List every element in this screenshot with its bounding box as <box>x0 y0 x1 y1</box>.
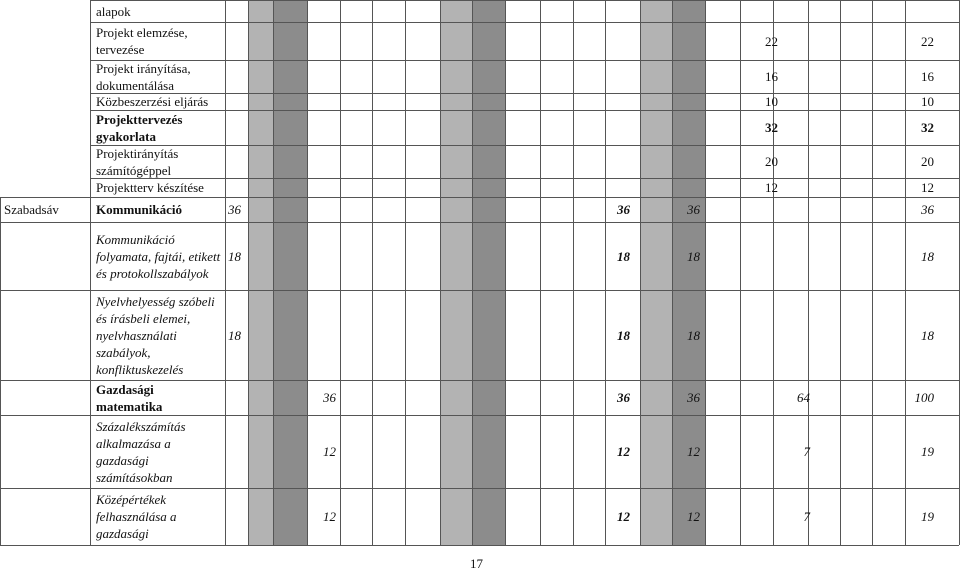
row-label: Nyelvhelyesség szóbeli és írásbeli eleme… <box>96 293 215 377</box>
row-label: Projektterv készítése <box>96 180 204 195</box>
cell-value: 32 <box>765 120 778 135</box>
cell-value: 12 <box>323 444 336 459</box>
row-label: Projekt elemzése, tervezése <box>96 25 188 57</box>
column-border <box>905 0 906 545</box>
cell-value: 32 <box>921 120 934 135</box>
column-border <box>573 0 574 545</box>
shaded-column <box>440 0 472 545</box>
cell-value: 7 <box>803 444 811 459</box>
cell-value: 12 <box>765 180 778 195</box>
cell-value: 36 <box>617 390 630 405</box>
row-label: Közbeszerzési eljárás <box>96 94 209 109</box>
cell-value: 18 <box>228 327 241 343</box>
row-label: Gazdasági matematika <box>96 381 163 414</box>
column-border <box>605 0 606 545</box>
shaded-column <box>273 0 307 545</box>
column-border <box>705 0 706 545</box>
row-border <box>90 145 959 146</box>
cell-value: 18 <box>921 327 934 343</box>
row-border <box>0 197 959 198</box>
column-border <box>248 0 249 545</box>
row-label: Kommunikáció <box>96 202 182 217</box>
cell-value: 10 <box>765 94 778 109</box>
row-label: Projekttervezés gyakorlata <box>96 111 183 144</box>
cell-value: 19 <box>921 509 934 524</box>
column-border <box>540 0 541 545</box>
row-border <box>90 22 959 23</box>
row-border <box>0 488 959 489</box>
row-border <box>90 110 959 111</box>
cell-value: 36 <box>921 202 934 217</box>
cell-value: 18 <box>921 248 934 264</box>
cell-value: 20 <box>921 154 934 169</box>
cell-value: 36 <box>687 390 700 405</box>
row-label: Kommunikáció folyamata, fajtái, etikett … <box>96 231 221 281</box>
column-border <box>872 0 873 545</box>
cell-value: 36 <box>687 202 700 217</box>
row-label: Projektirányítás számítógéppel <box>96 145 179 178</box>
shaded-column <box>640 0 672 545</box>
cell-value: 22 <box>765 33 778 49</box>
row-border <box>0 415 959 416</box>
page-number: 17 <box>470 556 483 571</box>
row-border <box>0 290 959 291</box>
row-border <box>0 545 959 546</box>
column-border <box>225 0 226 545</box>
column-border <box>340 0 341 545</box>
row-border <box>0 380 959 381</box>
cell-value: 10 <box>921 94 934 109</box>
column-border <box>773 0 774 545</box>
row-label: alapok <box>96 3 131 19</box>
cell-value: 18 <box>617 248 630 264</box>
cell-value: 16 <box>765 69 778 84</box>
cell-value: 100 <box>914 390 935 405</box>
column-border <box>472 0 473 545</box>
column-border <box>90 0 91 545</box>
column-border <box>672 0 673 545</box>
column-border <box>440 0 441 545</box>
column-border <box>273 0 274 545</box>
column-border <box>405 0 406 545</box>
column-border <box>372 0 373 545</box>
cell-value: 12 <box>921 180 934 195</box>
row-label: Projekt irányítása, dokumentálása <box>96 60 191 93</box>
shaded-column <box>472 0 505 545</box>
cell-value: 7 <box>803 509 811 524</box>
shaded-column <box>248 0 273 545</box>
row-border <box>90 178 959 179</box>
cell-value: 18 <box>687 248 700 264</box>
column-border <box>840 0 841 545</box>
cell-value: 36 <box>228 202 241 217</box>
cell-value: 22 <box>921 33 934 49</box>
column-border <box>307 0 308 545</box>
column-border <box>505 0 506 545</box>
cell-value: 18 <box>687 327 700 343</box>
cell-value: 12 <box>687 509 700 524</box>
cell-value: 36 <box>323 390 336 405</box>
row-border <box>90 0 959 1</box>
cell-value: 18 <box>617 327 630 343</box>
column-border <box>740 0 741 545</box>
cell-value: 12 <box>687 444 700 459</box>
row-label: Százalékszámítás alkalmazása a gazdasági… <box>96 418 186 485</box>
cell-value: 20 <box>765 154 778 169</box>
cell-value: 12 <box>323 509 336 524</box>
column-border <box>808 0 809 545</box>
cell-value: 19 <box>921 444 934 459</box>
row-border <box>0 222 959 223</box>
cell-value: 12 <box>617 509 630 524</box>
row-border <box>90 60 959 61</box>
cell-value: 64 <box>797 390 810 405</box>
row-label: Középértékek felhasználása a gazdasági <box>96 492 177 541</box>
cell-value: 16 <box>921 69 934 84</box>
column-border <box>640 0 641 545</box>
cell-value: 12 <box>617 444 630 459</box>
cell-value: 18 <box>228 248 241 264</box>
column-border <box>0 197 1 545</box>
row-border <box>90 93 959 94</box>
section-label: Szabadsáv <box>4 202 59 217</box>
cell-value: 36 <box>617 202 630 217</box>
shaded-column <box>672 0 705 545</box>
